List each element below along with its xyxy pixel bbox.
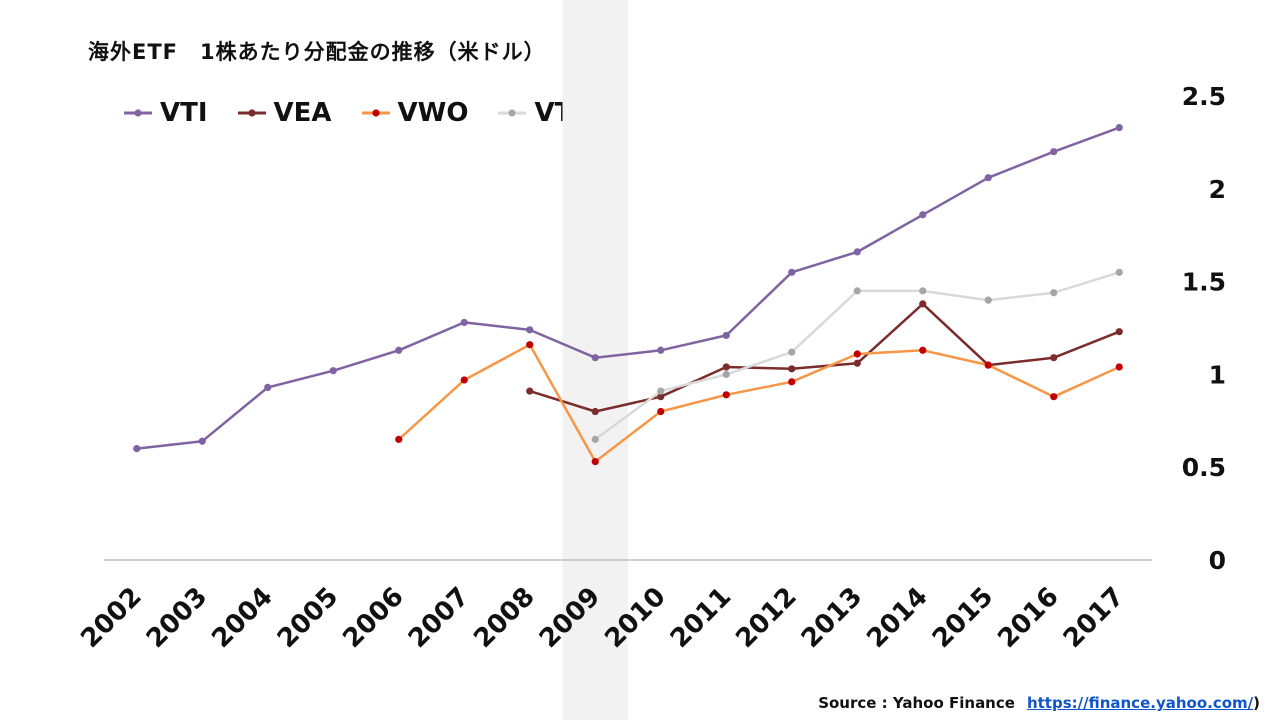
- data-point-vwo: [460, 376, 468, 384]
- data-point-vwo: [1115, 363, 1123, 371]
- x-tick-label: 2008: [468, 582, 540, 654]
- data-point-vt: [788, 348, 796, 356]
- data-point-vti: [788, 268, 796, 276]
- source-link[interactable]: https://finance.yahoo.com/: [1026, 694, 1254, 712]
- data-point-vti: [198, 437, 206, 445]
- data-point-vwo: [722, 391, 730, 399]
- data-point-vwo: [919, 346, 927, 354]
- x-tick-label: 2017: [1058, 582, 1130, 654]
- x-tick-label: 2013: [796, 582, 868, 654]
- data-point-vti: [657, 346, 665, 354]
- source-label: Source : Yahoo Finance: [818, 694, 1015, 712]
- data-point-vti: [984, 174, 992, 182]
- legend-swatch: [361, 109, 390, 117]
- data-point-vt: [1050, 289, 1058, 297]
- data-point-vti: [853, 248, 861, 256]
- legend-item-vti: VTI: [124, 98, 208, 128]
- data-point-vti: [1115, 123, 1123, 132]
- data-point-vea: [919, 300, 927, 308]
- data-point-vt: [984, 296, 992, 304]
- legend-label: VTI: [160, 98, 208, 128]
- source-close-paren: ): [1253, 694, 1260, 712]
- legend-swatch: [124, 109, 152, 117]
- series-line-vea: [529, 302, 1120, 413]
- data-point-vti: [722, 331, 730, 340]
- data-point-vwo: [657, 407, 665, 416]
- data-point-vea: [657, 393, 665, 401]
- y-tick-label: 0.5: [1182, 453, 1226, 482]
- data-point-vea: [1050, 354, 1058, 362]
- x-tick-label: 2006: [337, 582, 409, 654]
- data-point-vwo: [853, 350, 861, 358]
- series-line-vti: [136, 126, 1120, 450]
- legend-label: VEA: [273, 98, 332, 128]
- legend-swatch: [498, 109, 527, 117]
- data-point-vwo: [788, 378, 796, 386]
- data-point-vea: [722, 363, 730, 371]
- legend-label: VWO: [397, 98, 469, 128]
- x-tick-label: 2014: [861, 582, 933, 654]
- x-tick-label: 2003: [141, 582, 213, 654]
- data-point-vti: [526, 326, 534, 334]
- data-point-vti: [133, 445, 141, 453]
- data-point-vt: [657, 387, 665, 395]
- series-line-vwo: [397, 343, 1120, 463]
- x-tick-label: 2007: [403, 582, 475, 654]
- data-point-vt: [1115, 268, 1123, 276]
- data-point-vti: [264, 383, 272, 391]
- y-tick-label: 1.5: [1182, 268, 1226, 297]
- data-point-vea: [788, 365, 796, 373]
- legend-swatch: [237, 109, 266, 117]
- data-point-vti: [460, 318, 468, 327]
- x-tick-label: 2012: [730, 582, 802, 654]
- source-note: Source : Yahoo Finance https://finance.ya…: [818, 694, 1260, 712]
- y-tick-label: 2: [1209, 175, 1226, 204]
- x-tick-label: 2016: [992, 582, 1064, 654]
- data-point-vti: [1050, 148, 1058, 156]
- data-point-vt: [919, 287, 927, 295]
- data-point-vti: [395, 346, 403, 354]
- data-point-vti: [591, 354, 599, 362]
- y-tick-label: 0: [1209, 546, 1226, 575]
- data-point-vwo: [526, 341, 534, 349]
- data-point-vwo: [395, 435, 403, 443]
- x-tick-label: 2004: [206, 582, 278, 654]
- data-point-vwo: [984, 361, 992, 369]
- data-point-vea: [526, 387, 534, 395]
- data-point-vti: [919, 211, 927, 219]
- y-tick-label: 1: [1209, 360, 1226, 389]
- data-point-vea: [853, 359, 861, 367]
- data-point-vea: [591, 407, 599, 416]
- data-point-vwo: [591, 458, 599, 466]
- y-tick-label: 2.5: [1182, 82, 1226, 111]
- x-tick-label: 2005: [272, 582, 344, 654]
- x-tick-label: 2002: [75, 582, 147, 654]
- legend: VTI VEA VWO VT: [124, 98, 572, 128]
- legend-item-vwo: VWO: [361, 98, 469, 128]
- data-point-vt: [853, 287, 861, 295]
- data-point-vwo: [1050, 393, 1058, 401]
- data-point-vti: [329, 367, 337, 375]
- data-point-vea: [1115, 328, 1123, 336]
- x-tick-label: 2011: [665, 582, 737, 654]
- chart-title: 海外ETF 1株あたり分配金の推移（米ドル）: [88, 40, 546, 64]
- legend-item-vea: VEA: [237, 98, 332, 128]
- data-point-vt: [722, 370, 730, 378]
- data-point-vt: [591, 435, 599, 443]
- x-tick-label: 2015: [927, 582, 999, 654]
